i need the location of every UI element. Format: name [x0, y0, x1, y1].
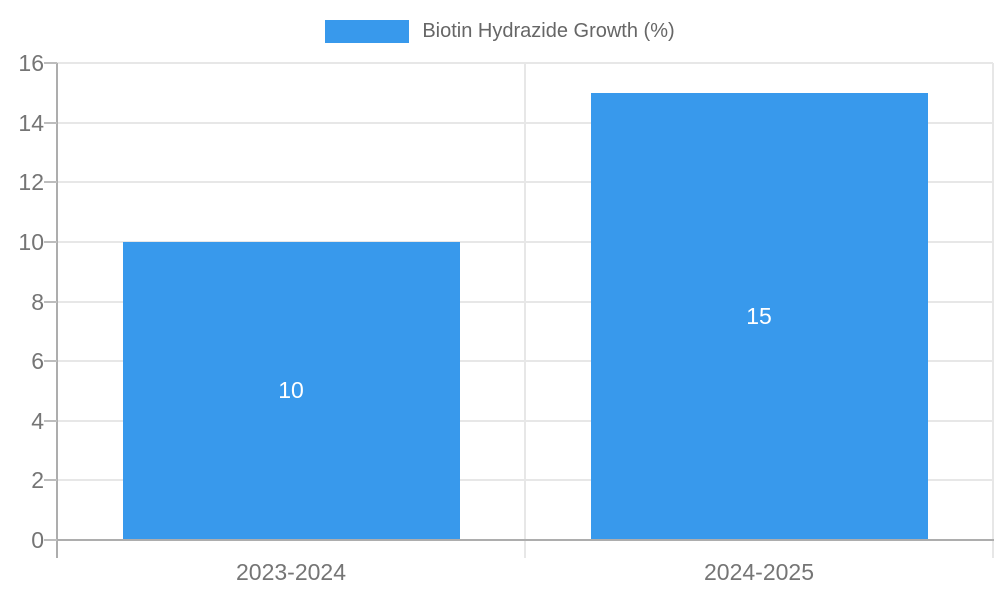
- chart-legend: Biotin Hydrazide Growth (%): [0, 19, 1000, 43]
- bar: [591, 92, 928, 539]
- y-tick-mark: [44, 240, 57, 243]
- y-tick-mark: [44, 539, 57, 541]
- y-tick-label: 12: [18, 169, 44, 195]
- bar: [123, 241, 460, 539]
- y-tick-label: 4: [31, 408, 44, 434]
- y-tick-mark: [44, 479, 57, 482]
- category-boundary-line: [992, 63, 994, 558]
- y-tick-mark: [44, 121, 57, 124]
- x-tick-label: 2023-2024: [236, 559, 346, 585]
- y-tick-label: 16: [18, 50, 44, 76]
- y-tick-label: 14: [18, 110, 44, 136]
- y-tick-label: 10: [18, 229, 44, 255]
- y-tick-mark: [44, 181, 57, 184]
- bar-value-label: 15: [746, 303, 772, 329]
- y-tick-mark: [44, 300, 57, 303]
- y-tick-label: 0: [31, 527, 44, 553]
- bar-value-label: 10: [278, 377, 304, 403]
- category-boundary-line: [524, 63, 526, 558]
- y-tick-mark: [44, 360, 57, 363]
- y-tick-label: 8: [31, 289, 44, 315]
- y-tick-label: 2: [31, 467, 44, 493]
- y-tick-mark: [44, 62, 57, 64]
- y-tick-mark: [44, 419, 57, 422]
- x-axis-line: [56, 539, 994, 541]
- y-axis-line: [56, 63, 58, 558]
- legend-color-swatch: [325, 19, 410, 43]
- legend-label: Biotin Hydrazide Growth (%): [422, 20, 675, 42]
- x-tick-label: 2024-2025: [704, 559, 814, 585]
- y-tick-label: 6: [31, 348, 44, 374]
